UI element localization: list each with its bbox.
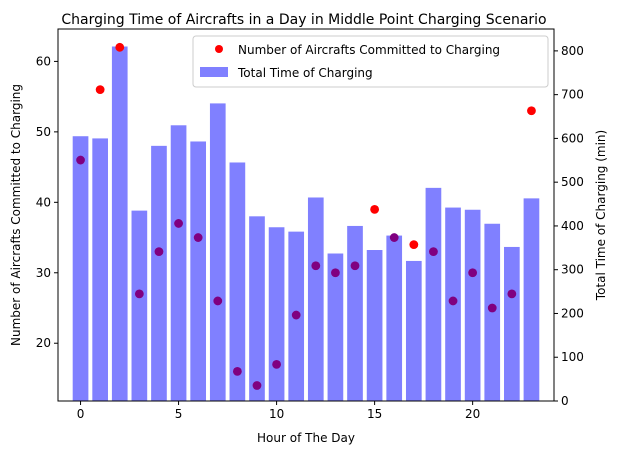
y-right-tick-label: 600 [561,131,584,145]
y-right-tick-label: 100 [561,350,584,364]
bar-total-time-hour-6 [190,141,207,402]
y-right-tick-label: 0 [561,394,569,408]
point-committed-hour-10 [272,359,281,369]
y-left-tick-label: 30 [36,266,51,280]
legend-label-committed: Number of Aircrafts Committed to Chargin… [238,43,500,57]
point-committed-hour-15 [370,204,380,214]
point-committed-hour-23 [527,106,536,116]
point-committed-hour-18 [429,247,438,257]
bar-total-time-hour-13 [327,253,344,401]
point-committed-hour-1 [95,85,105,94]
point-committed-hour-20 [468,268,478,278]
x-tick-label: 5 [175,407,183,421]
legend-label-total-time: Total Time of Charging [237,66,373,80]
point-committed-hour-13 [331,268,340,278]
bar-total-time-hour-0 [72,136,89,401]
y-axis-left-label: Number of Aircrafts Committed to Chargin… [9,84,23,346]
legend: Number of Aircrafts Committed to Chargin… [192,35,549,88]
y-right-tick-label: 800 [561,44,584,58]
point-committed-hour-2 [115,42,125,52]
y-axis-left: 20 30 40 50 60 [36,54,58,350]
point-committed-hour-5 [174,219,183,228]
x-tick-label: 20 [465,407,480,421]
y-left-tick-label: 20 [36,336,51,350]
bar-total-time-hour-2 [111,46,128,401]
bar-total-time-hour-23 [523,198,540,401]
point-committed-hour-14 [350,261,360,271]
chart-title: Charging Time of Aircrafts in a Day in M… [61,12,546,28]
bar-total-time-hour-14 [347,225,363,401]
point-committed-hour-3 [134,289,144,299]
y-axis-right-label: Total Time of Charging (min) [594,130,608,301]
point-committed-hour-16 [389,233,399,242]
legend-marker-committed [215,45,223,53]
bar-series [72,46,540,402]
point-committed-hour-22 [507,289,517,299]
point-committed-hour-17 [409,240,419,249]
bar-total-time-hour-12 [307,197,324,401]
point-committed-hour-11 [291,310,301,320]
x-tick-label: 0 [77,407,85,421]
x-tick-label: 10 [269,407,284,421]
legend-box [192,35,549,88]
scatter-series [76,42,536,390]
y-right-tick-label: 300 [561,263,584,277]
y-right-tick-label: 500 [561,175,584,189]
bar-total-time-hour-15 [366,250,383,401]
bar-total-time-hour-5 [170,125,187,401]
bar-total-time-hour-7 [209,103,226,402]
y-right-tick-label: 400 [561,219,584,233]
bar-total-time-hour-9 [249,216,265,401]
bar-total-time-hour-20 [464,209,481,401]
legend-marker-total-time [200,67,228,77]
y-left-tick-label: 60 [36,54,51,68]
point-committed-hour-21 [487,303,497,313]
bar-total-time-hour-4 [151,145,167,401]
plot-frame [57,28,555,402]
point-committed-hour-7 [213,296,223,306]
y-axis-right: 0 100 200 300 400 500 600 700 800 [554,44,584,408]
x-axis: 0 5 10 15 20 [77,401,480,421]
point-committed-hour-19 [448,296,458,306]
bar-total-time-hour-1 [92,138,108,401]
x-tick-label: 15 [367,407,382,421]
bar-total-time-hour-3 [131,210,148,401]
bar-total-time-hour-18 [425,187,442,401]
point-committed-hour-8 [232,367,242,376]
y-left-tick-label: 40 [36,195,51,209]
point-committed-hour-9 [252,381,262,390]
bar-total-time-hour-22 [504,246,520,401]
point-committed-hour-4 [154,247,164,257]
point-committed-hour-12 [311,261,321,271]
y-right-tick-label: 700 [561,88,584,102]
bar-total-time-hour-10 [268,227,285,401]
y-right-tick-label: 200 [561,306,584,320]
bar-total-time-hour-16 [386,235,403,401]
x-axis-label: Hour of The Day [257,431,355,445]
point-committed-hour-0 [76,155,85,165]
point-committed-hour-6 [193,233,203,242]
y-left-tick-label: 50 [36,125,51,139]
bar-total-time-hour-17 [405,260,422,401]
bar-total-time-hour-8 [229,162,246,401]
